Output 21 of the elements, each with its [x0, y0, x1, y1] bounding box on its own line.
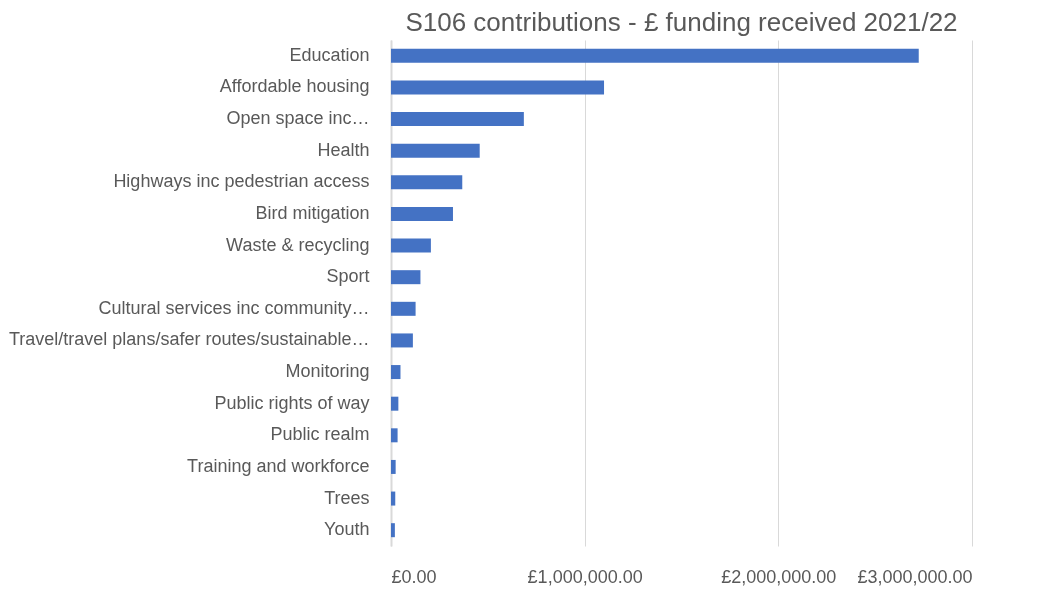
y-tick-label: Monitoring	[285, 361, 370, 382]
x-tick-label: £2,000,000.00	[721, 566, 837, 587]
y-tick-label: Affordable housing	[219, 76, 370, 97]
x-tick-label: £3,000,000.00	[857, 566, 973, 587]
y-tick-label: Public rights of way	[214, 392, 370, 413]
x-tick-label: £1,000,000.00	[527, 566, 643, 587]
y-tick-label: Cultural services inc community…	[98, 297, 370, 318]
y-tick-label: Bird mitigation	[255, 202, 370, 223]
y-tick-label: Education	[289, 44, 370, 65]
y-tick-label: Training and workforce	[187, 455, 370, 476]
y-tick-label: Trees	[324, 487, 370, 508]
chart-title: S106 contributions - £ funding received 2021/22	[405, 7, 958, 37]
y-tick-label: Youth	[324, 519, 370, 540]
y-tick-label: Waste & recycling	[226, 234, 370, 255]
y-tick-label: Sport	[326, 266, 370, 287]
y-tick-label: Travel/travel plans/safer routes/sustainable…	[8, 329, 370, 350]
y-tick-label: Health	[317, 139, 370, 160]
y-tick-label: Open space inc…	[226, 108, 370, 129]
y-tick-label: Public realm	[270, 424, 370, 445]
y-tick-label: Highways inc pedestrian access	[113, 171, 370, 192]
x-tick-label: £0.00	[391, 566, 437, 587]
